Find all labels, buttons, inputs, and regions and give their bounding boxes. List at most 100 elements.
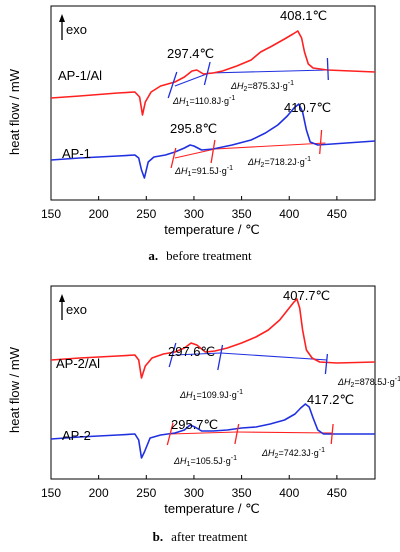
integration-limit-marker (168, 342, 177, 368)
x-tick-label: 400 (279, 207, 299, 221)
caption-b: b. after treatment (153, 529, 248, 544)
dh2-sub: 2 (261, 162, 265, 169)
dh1-sub: 1 (186, 101, 190, 108)
exo-label-a: exo (66, 22, 87, 37)
x-tick-label: 250 (136, 207, 156, 221)
dh1-sub: 1 (188, 171, 192, 178)
peak2-label-ap1al: 408.1℃ (280, 8, 327, 23)
x-tick-label: 150 (41, 207, 61, 221)
dh2-prefix: ΔH (247, 157, 261, 167)
integration-baseline (174, 72, 210, 87)
dh1-value: =91.5J·g (191, 166, 226, 176)
integration-baseline (170, 431, 237, 435)
dh1-sup: -1 (229, 95, 235, 102)
caption-a-letter: a. (148, 248, 158, 263)
x-tick-label: 150 (41, 486, 61, 500)
dh2-sub: 2 (351, 382, 355, 389)
integration-baseline (174, 352, 221, 356)
dh2-label-ap2: ΔH2=742.3J·g-1 (261, 447, 325, 460)
dh2-label-ap1al: ΔH2=875.3J·g-1 (230, 80, 294, 93)
y-axis-label-b: heat flow / mW (7, 346, 22, 433)
dh2-value: =742.3J·g (278, 448, 318, 458)
x-tick-label: 400 (279, 486, 299, 500)
integration-limit-marker (234, 423, 240, 445)
integration-limit-marker (330, 423, 334, 445)
integration-baseline (236, 431, 333, 434)
dh1-label-ap2al: ΔH1=109.9J·g-1 (179, 389, 243, 402)
series-label-ap1: AP-1 (62, 146, 91, 161)
dh2-prefix: ΔH (337, 377, 351, 387)
x-tick-label: 250 (136, 486, 156, 500)
caption-b-letter: b. (153, 529, 163, 544)
dh1-value: =110.8J·g (189, 96, 229, 106)
exo-arrow-a (59, 14, 65, 40)
dh1-sup: -1 (227, 165, 233, 172)
integration-limit-marker (210, 139, 216, 164)
peak2-label-ap2al: 407.7℃ (283, 288, 330, 303)
x-axis-label-b: temperature / ℃ (164, 501, 260, 516)
integration-limit-marker (203, 61, 211, 86)
dh1-prefix: ΔH (172, 96, 186, 106)
integration-limit-marker (319, 129, 323, 155)
dh2-sup: -1 (319, 447, 325, 454)
panel-a: 150 200 250 300 350 400 450 heat flow / mW tem… (7, 5, 376, 263)
x-tick-label: 350 (232, 207, 252, 221)
markers-b (166, 342, 334, 446)
dh2-value: =718.2J·g (264, 157, 304, 167)
peak1-label-ap1: 295.8℃ (170, 121, 217, 136)
dh1-label-ap1al: ΔH1=110.8J·g-1 (172, 95, 235, 108)
series-line-ap-1 (50, 103, 376, 179)
dh2-sup: -1 (305, 156, 311, 163)
y-axis-label-a: heat flow / mW (7, 68, 22, 155)
integration-baseline (174, 148, 216, 159)
dh1-label-ap1: ΔH1=91.5J·g-1 (174, 165, 233, 178)
peak1-label-ap2: 295.7℃ (171, 417, 218, 432)
plot-frame-a (50, 5, 376, 201)
integration-baseline (214, 142, 326, 150)
x-tick-label: 350 (232, 486, 252, 500)
exo-arrow-head (59, 294, 65, 302)
exo-label-b: exo (66, 302, 87, 317)
dh2-label-ap1: ΔH2=718.2J·g-1 (247, 156, 311, 169)
dh2-value: =875.3J·g (247, 81, 287, 91)
dh2-sub: 2 (244, 86, 248, 93)
dh2-label-ap2al: ΔH2=878.5J·g-1 (337, 376, 400, 389)
series-line-ap-1-al (50, 30, 376, 116)
dh1-sup: -1 (237, 389, 243, 396)
baselines-a (174, 69, 328, 159)
dh2-sup: -1 (288, 80, 294, 87)
dh1-value: =109.9J·g (196, 390, 236, 400)
x-tick-label: 200 (89, 486, 109, 500)
series-label-ap1al: AP-1/Al (58, 68, 102, 83)
series-b (50, 298, 376, 459)
dh2-prefix: ΔH (261, 448, 275, 458)
integration-limit-marker (166, 422, 174, 446)
dh1-prefix: ΔH (173, 456, 187, 466)
peak2-label-ap1: 410.7℃ (284, 100, 331, 115)
caption-b-text: after treatment (171, 529, 248, 544)
x-tick-label: 450 (327, 486, 347, 500)
x-axis-label-a: temperature / ℃ (164, 222, 260, 237)
integration-limit-marker (170, 147, 177, 169)
integration-limit-marker (324, 353, 329, 375)
integration-baseline (220, 352, 328, 361)
markers-a (167, 57, 329, 169)
dh1-sub: 1 (187, 461, 191, 468)
integration-baseline (209, 69, 328, 74)
integration-limit-marker (167, 71, 178, 99)
dh1-sub: 1 (193, 395, 197, 402)
dh1-value: =105.5J·g (190, 456, 230, 466)
dh2-sup: -1 (395, 376, 400, 383)
caption-a: a. before treatment (148, 248, 252, 263)
exo-arrow-b (59, 294, 65, 320)
series-line-ap-2 (50, 403, 375, 459)
dh2-prefix: ΔH (230, 81, 244, 91)
dh2-value: =878.5J·g (354, 377, 394, 387)
integration-limit-marker (217, 344, 224, 371)
series-a (50, 30, 376, 179)
series-label-ap2: AP-2 (62, 428, 91, 443)
x-tick-label: 300 (184, 486, 204, 500)
dh1-sup: -1 (231, 455, 237, 462)
dh2-sub: 2 (275, 453, 279, 460)
